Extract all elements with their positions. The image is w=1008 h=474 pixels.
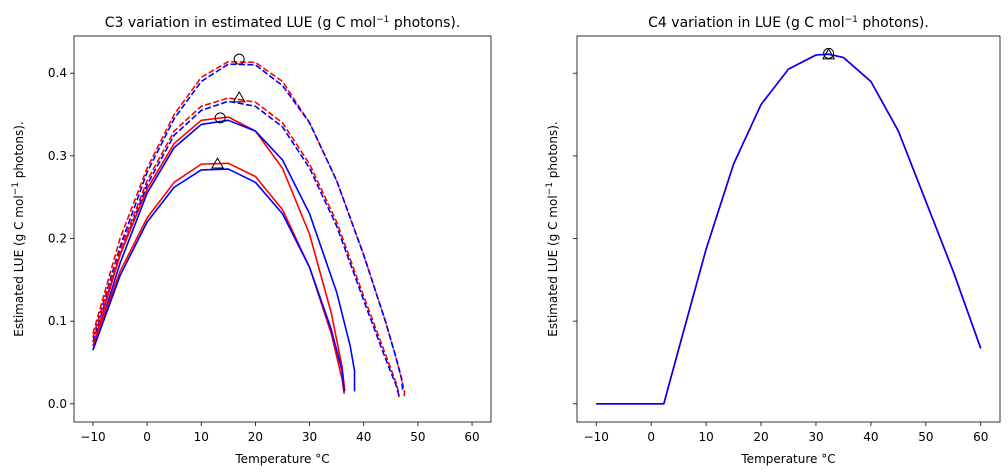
x-tick-label-2: 10 [698, 430, 713, 444]
y-tick-label-3: 0.3 [48, 149, 67, 163]
marker-triangle-3 [210, 157, 225, 169]
chart-title: C3 variation in estimated LUE (g C mol−1… [105, 15, 461, 31]
y-axis-label: Estimated LUE (g C mol−1 photons). [11, 121, 26, 336]
y-tick-label-1: 0.1 [48, 314, 67, 328]
chart-c4: −10 0 10 20 30 40 50 60 C4 variation in LUE (g C… [545, 15, 1001, 466]
x-tick-label-7: 60 [464, 430, 479, 444]
series-line-7 [92, 168, 346, 392]
x-axis-label: Temperature °C [740, 452, 835, 466]
chart-c3: −10 0 10 20 30 40 50 60 0.0 0.1 0.2 0.3 0.4 C3 variat… [11, 15, 492, 466]
x-tick-label-5: 40 [356, 430, 371, 444]
x-axis-label: Temperature °C [234, 452, 329, 466]
series-group [596, 53, 982, 405]
series-line-4 [92, 116, 346, 392]
series-line-1 [92, 63, 404, 392]
axes-frame [73, 35, 492, 423]
marker-circle-2 [214, 112, 226, 124]
x-tick-label-5: 40 [863, 430, 878, 444]
y-axis-label: Estimated LUE (g C mol−1 photons). [545, 121, 560, 336]
y-tick-label-4: 0.4 [48, 66, 67, 80]
chart-title: C4 variation in LUE (g C mol−1 photons). [648, 15, 929, 31]
x-tick-label-2: 10 [194, 430, 209, 444]
series-group [92, 60, 406, 398]
x-tick-label-6: 50 [410, 430, 425, 444]
x-tick-label-4: 30 [302, 430, 317, 444]
series-line-3 [92, 100, 400, 396]
x-tick-label-6: 50 [918, 430, 933, 444]
y-tick-label-0: 0.0 [48, 397, 67, 411]
series-line-1 [596, 53, 982, 405]
x-tick-label-3: 20 [248, 430, 263, 444]
x-tick-label-0: −10 [80, 430, 105, 444]
x-tick-label-0: −10 [584, 430, 609, 444]
marker-triangle-1 [232, 90, 246, 103]
axes-frame [576, 35, 1001, 423]
y-tick-label-2: 0.2 [48, 232, 67, 246]
x-tick-label-3: 20 [753, 430, 768, 444]
x-tick-label-1: 0 [647, 430, 655, 444]
series-line-6 [92, 162, 346, 395]
x-tick-label-1: 0 [143, 430, 151, 444]
series-line-5 [92, 119, 356, 392]
marker-circle-0 [233, 53, 245, 65]
x-tick-label-4: 30 [808, 430, 823, 444]
series-line-0 [92, 60, 406, 398]
x-tick-label-7: 60 [973, 430, 988, 444]
series-line-2 [92, 97, 400, 398]
series-line-0 [596, 53, 982, 405]
marker-triangle-1 [822, 48, 836, 60]
